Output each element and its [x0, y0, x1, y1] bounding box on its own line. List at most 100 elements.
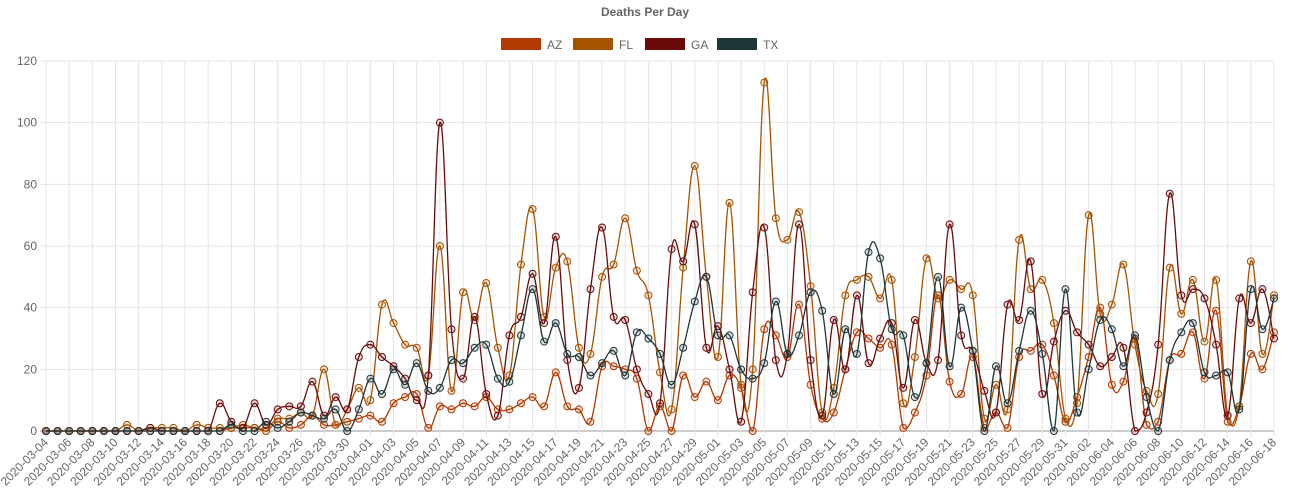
data-point-ga — [1130, 427, 1139, 435]
data-point-tx — [1246, 285, 1255, 294]
data-point-fl — [922, 254, 931, 263]
data-point-az — [957, 390, 966, 398]
data-point-fl — [957, 285, 966, 294]
data-point-fl — [795, 208, 804, 217]
data-point-ga — [424, 371, 433, 380]
data-point-az — [389, 399, 398, 408]
data-point-tx — [690, 297, 699, 306]
data-point-fl — [1188, 275, 1197, 284]
data-point-fl — [737, 380, 746, 389]
data-point-tx — [134, 427, 143, 435]
data-point-ga — [354, 353, 363, 361]
data-point-az — [540, 402, 549, 411]
data-point-ga — [957, 331, 966, 340]
data-point-az — [447, 405, 456, 414]
data-point-tx — [181, 427, 190, 435]
data-point-fl — [968, 291, 977, 300]
data-point-az — [899, 423, 908, 432]
data-point-tx — [435, 383, 444, 392]
series-group — [42, 77, 1278, 435]
data-point-az — [945, 377, 954, 386]
data-point-tx — [250, 427, 259, 435]
data-point-tx — [65, 427, 74, 435]
data-point-tx — [493, 374, 502, 383]
data-point-tx — [1223, 368, 1232, 377]
data-point-az — [1200, 374, 1209, 383]
data-point-tx — [273, 423, 282, 432]
data-point-ga — [1026, 257, 1035, 266]
data-point-tx — [285, 417, 294, 426]
data-point-ga — [748, 288, 757, 297]
data-point-tx — [227, 420, 236, 429]
data-point-tx — [192, 427, 201, 435]
data-point-ga — [771, 356, 780, 365]
data-point-fl — [991, 380, 1000, 389]
data-point-fl — [435, 242, 444, 250]
data-point-fl — [192, 420, 201, 429]
data-point-az — [667, 427, 676, 435]
data-point-tx — [204, 427, 213, 435]
data-point-tx — [887, 325, 896, 334]
data-point-fl — [598, 272, 607, 281]
data-point-az — [829, 408, 838, 417]
data-point-ga — [447, 325, 456, 334]
data-point-tx — [725, 331, 734, 340]
data-point-tx — [910, 393, 919, 402]
data-point-tx — [308, 411, 317, 420]
data-point-tx — [262, 417, 271, 426]
data-point-az — [401, 393, 410, 402]
data-point-tx — [1188, 319, 1197, 328]
data-point-tx — [621, 371, 630, 380]
data-point-tx — [922, 359, 931, 368]
data-point-tx — [679, 343, 688, 352]
data-point-az — [516, 399, 525, 408]
data-point-fl — [806, 282, 815, 291]
data-point-tx — [146, 427, 155, 435]
data-point-az — [690, 393, 699, 402]
data-point-tx — [852, 349, 861, 358]
data-point-tx — [644, 334, 653, 343]
data-point-tx — [702, 272, 711, 281]
data-point-tx — [1015, 346, 1024, 355]
data-point-ga — [1096, 362, 1105, 371]
data-point-az — [285, 423, 294, 432]
data-point-tx — [528, 285, 537, 294]
data-point-tx — [447, 356, 456, 365]
data-point-fl — [1084, 211, 1093, 220]
data-point-tx — [818, 306, 827, 315]
data-point-ga — [991, 408, 1000, 417]
data-point-fl — [482, 279, 491, 287]
data-point-ga — [864, 359, 873, 368]
data-point-fl — [910, 353, 919, 361]
data-point-ga — [656, 399, 664, 408]
data-point-fl — [1096, 309, 1105, 318]
data-point-ga — [818, 411, 827, 420]
data-point-tx — [667, 380, 676, 389]
data-point-fl — [690, 161, 699, 170]
series-ga — [42, 118, 1278, 435]
data-point-fl — [1154, 390, 1163, 398]
legend-swatch — [573, 38, 613, 50]
data-point-ga — [621, 316, 630, 324]
data-point-az — [1177, 349, 1186, 358]
y-tick-label: 100 — [17, 116, 37, 130]
data-point-fl — [876, 294, 885, 303]
data-point-ga — [609, 312, 618, 321]
data-point-ga — [574, 383, 583, 392]
data-point-fl — [1177, 309, 1186, 318]
y-tick-label: 80 — [24, 177, 38, 191]
data-point-az — [377, 417, 386, 426]
legend-item-az: AZ — [501, 38, 562, 52]
data-point-fl — [899, 399, 908, 408]
data-point-tx — [1107, 325, 1116, 334]
data-point-ga — [1235, 294, 1244, 303]
data-point-tx — [1177, 328, 1186, 337]
data-point-tx — [806, 288, 815, 297]
data-point-az — [470, 402, 479, 411]
data-point-tx — [829, 390, 838, 398]
legend-item-ga: GA — [645, 38, 708, 52]
data-point-az — [366, 411, 375, 420]
y-tick-label: 20 — [24, 362, 38, 376]
series-az — [42, 291, 1278, 435]
